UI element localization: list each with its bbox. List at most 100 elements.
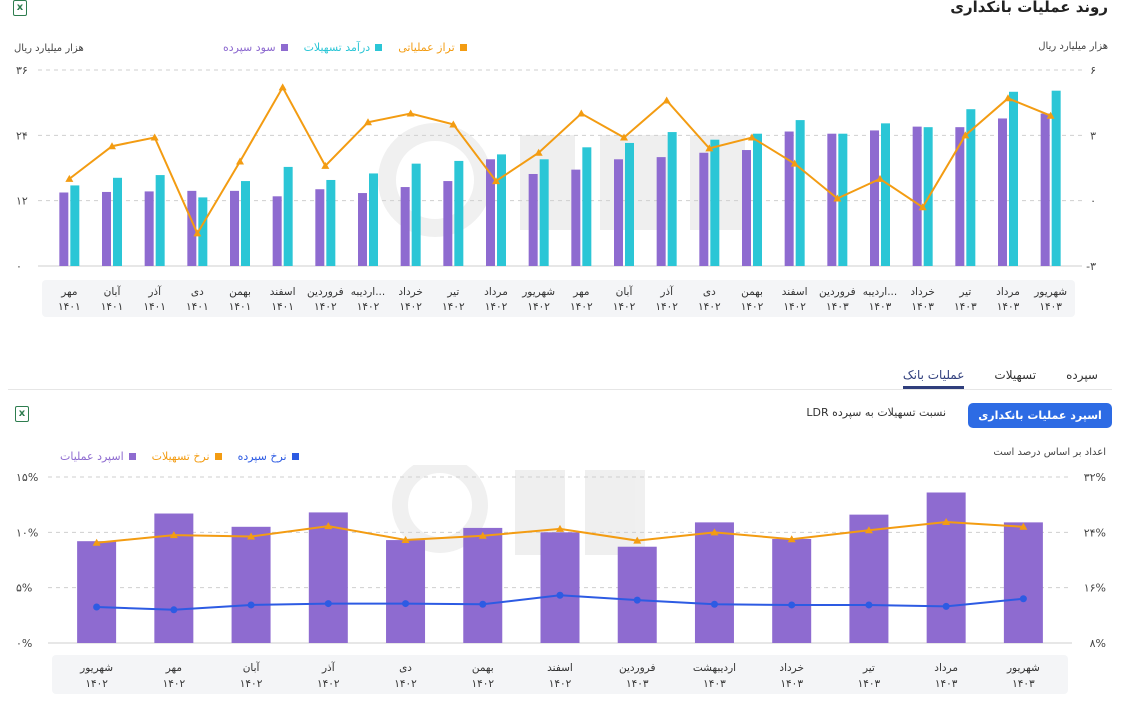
operating-balance-point (108, 142, 116, 150)
spread-button[interactable]: اسپرد عملیات بانکداری (968, 403, 1112, 428)
legend-item-deposit-interest[interactable]: سود سپرده (223, 41, 288, 54)
excel-export-icon[interactable]: x (13, 0, 27, 16)
legend-label: تراز عملیاتی (398, 41, 455, 54)
deposit-rate-point (247, 601, 255, 609)
x-tick-year: ۱۴۰۳ (1039, 301, 1062, 313)
deposit-interest-bar (699, 152, 709, 266)
bottom-xaxis-band (52, 655, 1068, 694)
x-tick-month: خرداد (779, 662, 804, 674)
operating-balance-point (833, 194, 842, 202)
legend-swatch (280, 44, 288, 51)
x-tick-year: ۱۴۰۳ (858, 678, 881, 690)
excel-export-icon[interactable]: x (15, 406, 29, 422)
loan-income-bar (70, 185, 80, 266)
deposit-interest-bar (358, 193, 367, 266)
deposit-interest-bar (59, 192, 69, 266)
deposit-interest-bar (571, 169, 581, 266)
operating-balance-point (278, 83, 287, 91)
loan-income-bar (539, 159, 549, 266)
legend-label: اسپرد عملیات (60, 450, 124, 463)
spread-bar (1003, 522, 1043, 643)
deposit-rate-point (788, 601, 796, 609)
x-tick-year: ۱۴۰۲ (527, 301, 550, 313)
x-tick-month: شهریور (79, 662, 113, 674)
loan-income-bar (283, 166, 293, 266)
operating-balance-point (705, 144, 714, 152)
x-tick-year: ۱۴۰۲ (741, 301, 764, 313)
x-tick-year: ۱۴۰۲ (394, 678, 417, 690)
x-tick-month: بهمن (229, 286, 251, 298)
watermark-logo (378, 123, 745, 237)
x-tick-month: بهمن (741, 286, 763, 298)
x-tick-year: ۱۴۰۲ (613, 301, 636, 313)
deposit-rate-point (710, 600, 718, 608)
loan-rate-point (787, 535, 796, 543)
loan-income-bar (155, 175, 165, 266)
deposit-interest-bar (742, 150, 751, 266)
top-left-axis-label: هزار میلیارد ریال (14, 43, 84, 54)
x-tick-year: ۱۴۰۳ (911, 301, 934, 313)
tab-deposit[interactable]: سپرده (1066, 368, 1098, 382)
operating-balance-point (150, 133, 159, 141)
spread-bar (540, 532, 580, 643)
x-tick-month: بهمن (472, 662, 494, 674)
top-x-axis: مهر ۱۴۰۱ آبان ۱۴۰۱ آذر ۱۴۰۱ دی ۱۴۰۱ بهمن ۱۴۰۱ اسفن… (58, 285, 1067, 313)
top-chart: ۳۶ ۶ ۲۴ ۳ ۱۲ ۰ ۰ -۳ (16, 64, 1096, 273)
loan-rate-point (942, 517, 951, 525)
x-tick-month: دی (703, 286, 716, 298)
loan-income-bar (710, 139, 720, 266)
operating-balance-point (364, 118, 372, 126)
x-tick-year: ۱۴۰۲ (698, 301, 721, 313)
legend-item-loan-income[interactable]: درآمد تسهیلات (304, 41, 383, 54)
left-tick-label: ۰% (16, 637, 32, 650)
x-tick-year: ۱۴۰۱ (143, 301, 166, 313)
deposit-interest-bar (230, 190, 239, 266)
x-tick-year: ۱۴۰۳ (703, 678, 726, 690)
legend-item-loan-rate[interactable]: نرخ تسهیلات (152, 450, 222, 463)
loan-income-bar (411, 163, 421, 266)
x-tick-month: اسفند (547, 662, 573, 674)
deposit-interest-bar (272, 196, 282, 266)
x-tick-month: فروردین (819, 286, 856, 298)
loan-income-bar (241, 181, 250, 266)
operating-balance-point (620, 133, 628, 141)
x-tick-year: ۱۴۰۱ (229, 301, 252, 313)
loan-income-bar (582, 147, 592, 266)
legend-item-operating-balance[interactable]: تراز عملیاتی (398, 41, 467, 54)
right-tick-label: ۲۴% (1084, 526, 1106, 539)
watermark-logo (392, 465, 645, 555)
x-tick-year: ۱۴۰۳ (869, 301, 892, 313)
loan-rate-point (169, 531, 178, 539)
legend-item-spread[interactable]: اسپرد عملیات (60, 450, 136, 463)
x-tick-month: تیر (862, 662, 875, 674)
x-tick-month: آبان (616, 285, 634, 298)
x-tick-month: خرداد (398, 286, 423, 298)
bottom-legend: نرخ سپرده نرخ تسهیلات اسپرد عملیات (60, 450, 299, 463)
x-tick-month: تیر (446, 286, 459, 298)
tab-loans[interactable]: تسهیلات (994, 368, 1037, 382)
legend-item-deposit-rate[interactable]: نرخ سپرده (238, 450, 299, 463)
x-tick-year: ۱۴۰۲ (442, 301, 465, 313)
x-tick-month: شهریور (521, 286, 555, 298)
legend-swatch (375, 44, 383, 51)
spread-bar (77, 541, 117, 643)
loan-rate-point (633, 536, 642, 544)
left-tick-label: ۲۴ (16, 129, 28, 142)
operating-balance-point (321, 161, 330, 169)
loan-rate-point (710, 528, 719, 536)
loan-income-bar (753, 133, 762, 266)
ldr-button[interactable]: نسبت تسهیلات به سپرده LDR (806, 406, 946, 419)
x-tick-year: ۱۴۰۱ (271, 301, 294, 313)
deposit-interest-bar (443, 181, 453, 266)
operating-balance-point (406, 109, 415, 117)
loan-income-bar (838, 133, 848, 266)
deposit-interest-bar (486, 159, 495, 266)
right-tick-label: ۰ (1090, 195, 1096, 208)
right-tick-label: ۳۲% (1084, 471, 1106, 484)
left-tick-label: ۵% (16, 582, 32, 595)
deposit-interest-bar (144, 191, 154, 266)
tab-bank-operations[interactable]: عملیات بانک (902, 368, 965, 389)
top-xaxis-band (42, 280, 1075, 317)
loan-rate-point (864, 526, 873, 534)
loan-income-bar (795, 120, 805, 266)
